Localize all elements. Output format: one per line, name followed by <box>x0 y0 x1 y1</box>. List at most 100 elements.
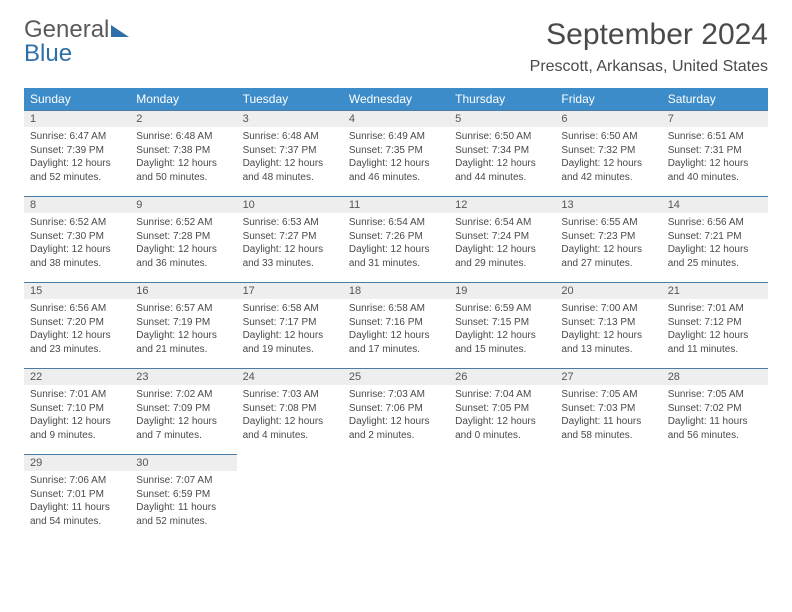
day-number: 25 <box>343 369 449 385</box>
day-number: 7 <box>662 111 768 127</box>
day-number: 5 <box>449 111 555 127</box>
day-details: Sunrise: 7:03 AMSunset: 7:08 PMDaylight:… <box>237 385 343 446</box>
day-number: 3 <box>237 111 343 127</box>
day-of-week-row: Sunday Monday Tuesday Wednesday Thursday… <box>24 88 768 111</box>
day-number: 16 <box>130 283 236 299</box>
day-details: Sunrise: 6:48 AMSunset: 7:37 PMDaylight:… <box>237 127 343 188</box>
day-details: Sunrise: 6:57 AMSunset: 7:19 PMDaylight:… <box>130 299 236 360</box>
day-details: Sunrise: 6:48 AMSunset: 7:38 PMDaylight:… <box>130 127 236 188</box>
day-cell <box>449 455 555 541</box>
day-cell <box>555 455 661 541</box>
day-details: Sunrise: 7:04 AMSunset: 7:05 PMDaylight:… <box>449 385 555 446</box>
day-number: 19 <box>449 283 555 299</box>
day-number: 11 <box>343 197 449 213</box>
day-number: 9 <box>130 197 236 213</box>
day-number: 17 <box>237 283 343 299</box>
week-row: 22Sunrise: 7:01 AMSunset: 7:10 PMDayligh… <box>24 369 768 455</box>
day-details: Sunrise: 7:07 AMSunset: 6:59 PMDaylight:… <box>130 471 236 532</box>
logo-text-1: General <box>24 16 109 43</box>
calendar-table: Sunday Monday Tuesday Wednesday Thursday… <box>24 88 768 541</box>
day-number: 21 <box>662 283 768 299</box>
day-number: 24 <box>237 369 343 385</box>
day-details: Sunrise: 6:54 AMSunset: 7:26 PMDaylight:… <box>343 213 449 274</box>
day-details: Sunrise: 6:49 AMSunset: 7:35 PMDaylight:… <box>343 127 449 188</box>
header: General Blue September 2024 Prescott, Ar… <box>0 0 792 80</box>
week-row: 1Sunrise: 6:47 AMSunset: 7:39 PMDaylight… <box>24 111 768 197</box>
day-cell: 23Sunrise: 7:02 AMSunset: 7:09 PMDayligh… <box>130 369 236 455</box>
week-row: 15Sunrise: 6:56 AMSunset: 7:20 PMDayligh… <box>24 283 768 369</box>
day-number: 27 <box>555 369 661 385</box>
day-details: Sunrise: 7:03 AMSunset: 7:06 PMDaylight:… <box>343 385 449 446</box>
dow-monday: Monday <box>130 88 236 111</box>
day-number: 1 <box>24 111 130 127</box>
day-number: 4 <box>343 111 449 127</box>
day-cell: 22Sunrise: 7:01 AMSunset: 7:10 PMDayligh… <box>24 369 130 455</box>
day-number: 30 <box>130 455 236 471</box>
dow-saturday: Saturday <box>662 88 768 111</box>
logo-triangle-icon <box>111 25 129 37</box>
day-details: Sunrise: 6:50 AMSunset: 7:32 PMDaylight:… <box>555 127 661 188</box>
day-cell: 25Sunrise: 7:03 AMSunset: 7:06 PMDayligh… <box>343 369 449 455</box>
day-details: Sunrise: 6:50 AMSunset: 7:34 PMDaylight:… <box>449 127 555 188</box>
day-cell <box>237 455 343 541</box>
day-details: Sunrise: 7:01 AMSunset: 7:10 PMDaylight:… <box>24 385 130 446</box>
dow-thursday: Thursday <box>449 88 555 111</box>
day-cell: 19Sunrise: 6:59 AMSunset: 7:15 PMDayligh… <box>449 283 555 369</box>
day-details: Sunrise: 7:00 AMSunset: 7:13 PMDaylight:… <box>555 299 661 360</box>
day-cell: 15Sunrise: 6:56 AMSunset: 7:20 PMDayligh… <box>24 283 130 369</box>
day-cell: 5Sunrise: 6:50 AMSunset: 7:34 PMDaylight… <box>449 111 555 197</box>
title-block: September 2024 Prescott, Arkansas, Unite… <box>530 18 768 76</box>
dow-sunday: Sunday <box>24 88 130 111</box>
day-details: Sunrise: 7:05 AMSunset: 7:03 PMDaylight:… <box>555 385 661 446</box>
day-number: 8 <box>24 197 130 213</box>
day-cell: 28Sunrise: 7:05 AMSunset: 7:02 PMDayligh… <box>662 369 768 455</box>
day-number: 28 <box>662 369 768 385</box>
day-cell: 1Sunrise: 6:47 AMSunset: 7:39 PMDaylight… <box>24 111 130 197</box>
day-details: Sunrise: 6:58 AMSunset: 7:16 PMDaylight:… <box>343 299 449 360</box>
day-details: Sunrise: 6:52 AMSunset: 7:30 PMDaylight:… <box>24 213 130 274</box>
day-number: 13 <box>555 197 661 213</box>
day-details: Sunrise: 6:59 AMSunset: 7:15 PMDaylight:… <box>449 299 555 360</box>
day-cell: 10Sunrise: 6:53 AMSunset: 7:27 PMDayligh… <box>237 197 343 283</box>
day-details: Sunrise: 6:58 AMSunset: 7:17 PMDaylight:… <box>237 299 343 360</box>
day-cell: 29Sunrise: 7:06 AMSunset: 7:01 PMDayligh… <box>24 455 130 541</box>
day-cell: 21Sunrise: 7:01 AMSunset: 7:12 PMDayligh… <box>662 283 768 369</box>
day-cell: 9Sunrise: 6:52 AMSunset: 7:28 PMDaylight… <box>130 197 236 283</box>
day-cell: 7Sunrise: 6:51 AMSunset: 7:31 PMDaylight… <box>662 111 768 197</box>
day-number: 26 <box>449 369 555 385</box>
day-cell: 12Sunrise: 6:54 AMSunset: 7:24 PMDayligh… <box>449 197 555 283</box>
day-number: 14 <box>662 197 768 213</box>
day-cell: 6Sunrise: 6:50 AMSunset: 7:32 PMDaylight… <box>555 111 661 197</box>
day-details: Sunrise: 6:53 AMSunset: 7:27 PMDaylight:… <box>237 213 343 274</box>
week-row: 8Sunrise: 6:52 AMSunset: 7:30 PMDaylight… <box>24 197 768 283</box>
week-row: 29Sunrise: 7:06 AMSunset: 7:01 PMDayligh… <box>24 455 768 541</box>
day-number: 6 <box>555 111 661 127</box>
day-cell <box>662 455 768 541</box>
day-cell: 3Sunrise: 6:48 AMSunset: 7:37 PMDaylight… <box>237 111 343 197</box>
day-number: 23 <box>130 369 236 385</box>
day-number: 29 <box>24 455 130 471</box>
day-details: Sunrise: 6:47 AMSunset: 7:39 PMDaylight:… <box>24 127 130 188</box>
day-cell: 30Sunrise: 7:07 AMSunset: 6:59 PMDayligh… <box>130 455 236 541</box>
dow-tuesday: Tuesday <box>237 88 343 111</box>
day-cell: 27Sunrise: 7:05 AMSunset: 7:03 PMDayligh… <box>555 369 661 455</box>
day-cell: 11Sunrise: 6:54 AMSunset: 7:26 PMDayligh… <box>343 197 449 283</box>
day-details: Sunrise: 6:54 AMSunset: 7:24 PMDaylight:… <box>449 213 555 274</box>
day-number: 18 <box>343 283 449 299</box>
day-cell: 16Sunrise: 6:57 AMSunset: 7:19 PMDayligh… <box>130 283 236 369</box>
day-details: Sunrise: 7:06 AMSunset: 7:01 PMDaylight:… <box>24 471 130 532</box>
day-cell: 24Sunrise: 7:03 AMSunset: 7:08 PMDayligh… <box>237 369 343 455</box>
month-title: September 2024 <box>530 18 768 52</box>
day-details: Sunrise: 6:52 AMSunset: 7:28 PMDaylight:… <box>130 213 236 274</box>
day-cell: 2Sunrise: 6:48 AMSunset: 7:38 PMDaylight… <box>130 111 236 197</box>
day-details: Sunrise: 7:01 AMSunset: 7:12 PMDaylight:… <box>662 299 768 360</box>
day-number: 2 <box>130 111 236 127</box>
day-cell: 14Sunrise: 6:56 AMSunset: 7:21 PMDayligh… <box>662 197 768 283</box>
logo: General Blue <box>24 18 129 66</box>
day-cell: 18Sunrise: 6:58 AMSunset: 7:16 PMDayligh… <box>343 283 449 369</box>
day-details: Sunrise: 6:55 AMSunset: 7:23 PMDaylight:… <box>555 213 661 274</box>
day-number: 15 <box>24 283 130 299</box>
day-cell: 17Sunrise: 6:58 AMSunset: 7:17 PMDayligh… <box>237 283 343 369</box>
day-cell <box>343 455 449 541</box>
day-details: Sunrise: 6:51 AMSunset: 7:31 PMDaylight:… <box>662 127 768 188</box>
